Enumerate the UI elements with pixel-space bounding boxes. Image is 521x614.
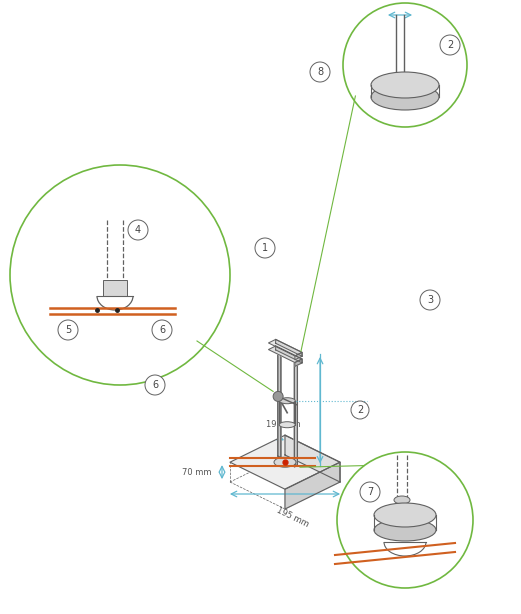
Polygon shape: [268, 346, 302, 362]
Circle shape: [360, 482, 380, 502]
Circle shape: [310, 62, 330, 82]
Text: 8: 8: [317, 67, 323, 77]
Text: 6: 6: [152, 380, 158, 390]
Polygon shape: [294, 356, 297, 467]
Circle shape: [145, 375, 165, 395]
Bar: [103, 280, 127, 296]
Ellipse shape: [374, 519, 436, 541]
Polygon shape: [268, 340, 302, 356]
Text: 5: 5: [65, 325, 71, 335]
Text: 3: 3: [427, 295, 433, 305]
Circle shape: [351, 401, 369, 419]
Text: 195 mm: 195 mm: [266, 420, 301, 429]
Polygon shape: [294, 354, 297, 465]
Polygon shape: [276, 346, 302, 363]
Circle shape: [273, 392, 283, 402]
Circle shape: [152, 320, 172, 340]
Circle shape: [255, 238, 275, 258]
Polygon shape: [295, 352, 302, 360]
Text: 4: 4: [135, 225, 141, 235]
Text: 7: 7: [367, 487, 373, 497]
Circle shape: [440, 35, 460, 55]
Text: 1: 1: [262, 243, 268, 253]
Text: 2: 2: [357, 405, 363, 415]
Ellipse shape: [279, 398, 295, 404]
Polygon shape: [278, 348, 281, 459]
Text: 70 mm: 70 mm: [182, 468, 212, 476]
Text: 195 mm: 195 mm: [276, 506, 311, 529]
Circle shape: [58, 320, 78, 340]
Polygon shape: [285, 435, 340, 482]
Polygon shape: [230, 435, 340, 489]
Circle shape: [128, 220, 148, 240]
Ellipse shape: [279, 422, 295, 428]
Text: 6: 6: [159, 325, 165, 335]
Polygon shape: [295, 359, 302, 367]
Ellipse shape: [371, 84, 439, 110]
Circle shape: [420, 290, 440, 310]
Ellipse shape: [274, 457, 296, 467]
Text: 2: 2: [447, 40, 453, 50]
Polygon shape: [285, 462, 340, 509]
Polygon shape: [276, 340, 302, 356]
Ellipse shape: [374, 503, 436, 527]
Ellipse shape: [394, 496, 410, 504]
Ellipse shape: [371, 72, 439, 98]
Polygon shape: [278, 346, 281, 457]
